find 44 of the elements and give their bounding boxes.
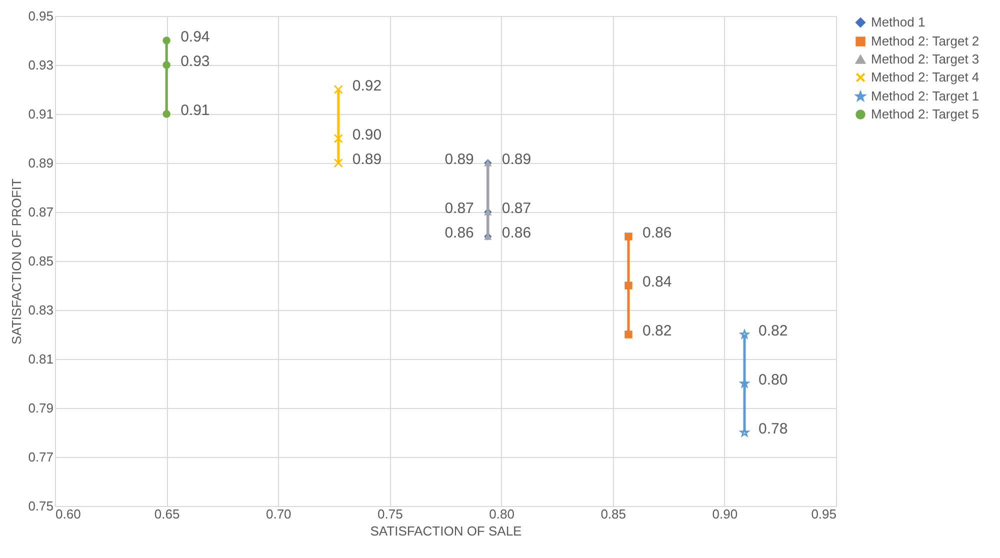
y-tick-label: 0.83 bbox=[28, 302, 54, 318]
y-tick-label: 0.79 bbox=[28, 400, 54, 416]
x-tick-label: 0.70 bbox=[266, 506, 292, 522]
x-axis-title: SATISFACTION OF SALE bbox=[370, 524, 522, 538]
data-label: 0.84 bbox=[642, 274, 672, 290]
data-label: 0.86 bbox=[444, 224, 474, 242]
x-tick-label: 0.75 bbox=[378, 506, 403, 522]
data-label: 0.82 bbox=[758, 322, 788, 340]
y-tick-label: 0.87 bbox=[28, 204, 54, 220]
x-tick-label: 0.90 bbox=[712, 506, 738, 522]
data-label: 0.87 bbox=[502, 200, 532, 217]
data-label: 0.87 bbox=[444, 200, 474, 217]
data-label: 0.89 bbox=[352, 151, 382, 168]
x-tick-label: 0.85 bbox=[600, 506, 626, 522]
data-label: 0.89 bbox=[444, 151, 474, 168]
data-label: 0.92 bbox=[352, 78, 382, 94]
data-label: 0.86 bbox=[502, 224, 532, 242]
data-label: 0.93 bbox=[180, 53, 210, 70]
data-label: 0.90 bbox=[352, 126, 382, 144]
data-label: 0.80 bbox=[758, 372, 788, 388]
data-label: 0.89 bbox=[502, 151, 532, 168]
y-tick-label: 0.81 bbox=[28, 352, 54, 366]
legend-label: Method 2: Target 2 bbox=[871, 34, 980, 48]
legend-label: Method 2: Target 5 bbox=[871, 106, 980, 122]
x-tick-label: 0.95 bbox=[811, 506, 836, 522]
y-tick-label: 0.77 bbox=[28, 450, 54, 464]
y-tick-label: 0.93 bbox=[28, 58, 54, 72]
data-label: 0.82 bbox=[642, 322, 672, 340]
data-label: 0.94 bbox=[180, 28, 210, 46]
x-tick-label: 0.80 bbox=[489, 506, 514, 522]
data-label: 0.78 bbox=[758, 420, 788, 438]
data-label: 0.91 bbox=[180, 102, 210, 119]
y-tick-label: 0.95 bbox=[28, 8, 54, 24]
data-label: 0.86 bbox=[642, 224, 672, 242]
legend-label: Method 2: Target 1 bbox=[871, 88, 980, 104]
legend-label: Method 1 bbox=[871, 14, 926, 30]
x-tick-label: 0.65 bbox=[154, 506, 180, 522]
x-tick-label: 0.60 bbox=[56, 506, 81, 522]
y-tick-label: 0.85 bbox=[28, 254, 54, 268]
y-tick-label: 0.89 bbox=[28, 156, 54, 170]
y-axis-title: SATISFACTION OF PROFIT bbox=[9, 178, 24, 344]
legend-label: Method 2: Target 3 bbox=[871, 52, 980, 66]
y-tick-label: 0.91 bbox=[28, 106, 54, 122]
legend-label: Method 2: Target 4 bbox=[871, 70, 980, 84]
